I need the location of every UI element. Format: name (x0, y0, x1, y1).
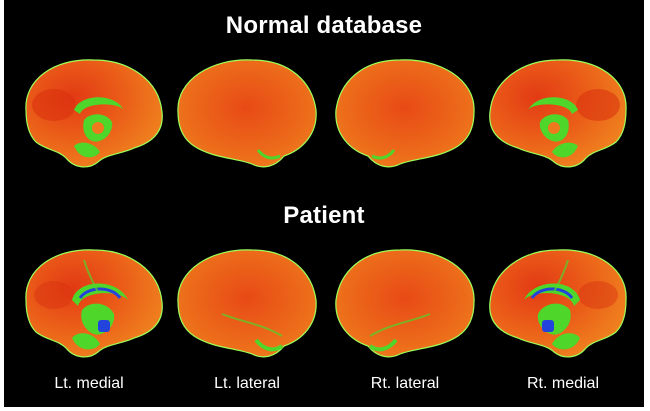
view-label-rt-lateral: Rt. lateral (370, 375, 440, 392)
normal-lt-lateral-brain (177, 59, 317, 168)
patient-heading: Patient (283, 202, 365, 229)
view-label-lt-medial: Lt. medial (54, 375, 124, 392)
figure-panel: Normal database Patient (4, 0, 644, 407)
patient-lt-lateral-brain (177, 249, 317, 358)
patient-lt-medial-brain (25, 249, 163, 358)
normal-database-heading: Normal database (225, 12, 423, 39)
normal-lt-medial-brain (25, 59, 163, 168)
view-label-rt-medial: Rt. medial (526, 375, 600, 392)
normal-rt-medial-brain (489, 59, 627, 168)
patient-rt-medial-brain (489, 249, 627, 358)
view-label-lt-lateral: Lt. lateral (214, 375, 280, 392)
patient-rt-lateral-brain (335, 249, 475, 358)
normal-rt-lateral-brain (335, 59, 475, 168)
